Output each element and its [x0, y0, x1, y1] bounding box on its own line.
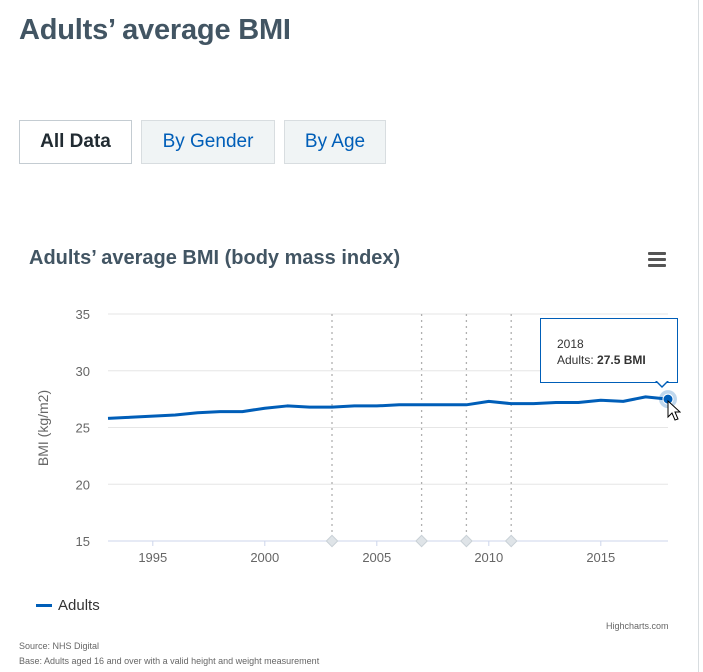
x-tick-label-2000: 2000 — [250, 550, 279, 565]
x-tick-label-1995: 1995 — [138, 550, 167, 565]
legend-swatch — [36, 604, 52, 607]
tooltip-year: 2018 — [557, 337, 584, 351]
y-tick-label-30: 30 — [76, 364, 90, 379]
tab-all-data[interactable]: All Data — [19, 120, 132, 164]
mouse-cursor-icon — [667, 400, 681, 421]
chart: 15 20 25 30 35 1995 2000 2005 2010 2015 BMI (kg/… — [35, 307, 677, 565]
x-tick-label-2005: 2005 — [362, 550, 391, 565]
x-tick-label-2015: 2015 — [586, 550, 615, 565]
marker-diamond-2011 — [504, 534, 518, 548]
x-tick-label-2010: 2010 — [474, 550, 503, 565]
y-axis-title: BMI (kg/m2) — [35, 390, 51, 466]
page-title: Adults’ average BMI — [19, 14, 291, 46]
marker-diamond-2009 — [460, 534, 473, 548]
legend-item-adults[interactable]: Adults — [36, 597, 100, 614]
tooltip-series-label: Adults: — [557, 353, 594, 367]
tab-by-age[interactable]: By Age — [284, 120, 386, 164]
y-tick-label-15: 15 — [76, 534, 90, 549]
page-right-border — [698, 0, 699, 672]
tab-bar: All Data By Gender By Age — [19, 120, 395, 164]
series-group — [107, 390, 677, 420]
marker-diamond-2003 — [325, 534, 339, 548]
source-note: Source: NHS Digital — [19, 641, 100, 651]
tooltip-value-line: Adults: 27.5 BMI — [557, 352, 677, 368]
y-axis-labels: 15 20 25 30 35 — [76, 307, 90, 549]
chart-tooltip: 2018 Adults: 27.5 BMI — [540, 318, 678, 383]
series-line-adults — [107, 395, 669, 420]
y-tick-label-20: 20 — [76, 477, 90, 492]
tooltip-value: 27.5 BMI — [597, 353, 646, 367]
tooltip-arrow-inner — [657, 381, 667, 386]
legend-label: Adults — [58, 597, 100, 614]
x-axis-labels: 1995 2000 2005 2010 2015 — [138, 541, 615, 565]
y-tick-label-35: 35 — [76, 307, 90, 322]
marker-lines — [325, 314, 518, 548]
tab-by-gender[interactable]: By Gender — [141, 120, 275, 164]
chart-credits[interactable]: Highcharts.com — [606, 621, 669, 631]
marker-diamond-2007 — [415, 534, 428, 548]
y-tick-label-25: 25 — [76, 421, 90, 436]
base-note: Base: Adults aged 16 and over with a val… — [19, 656, 320, 666]
chart-title: Adults’ average BMI (body mass index) — [29, 247, 401, 269]
chart-menu-icon[interactable] — [648, 252, 666, 268]
